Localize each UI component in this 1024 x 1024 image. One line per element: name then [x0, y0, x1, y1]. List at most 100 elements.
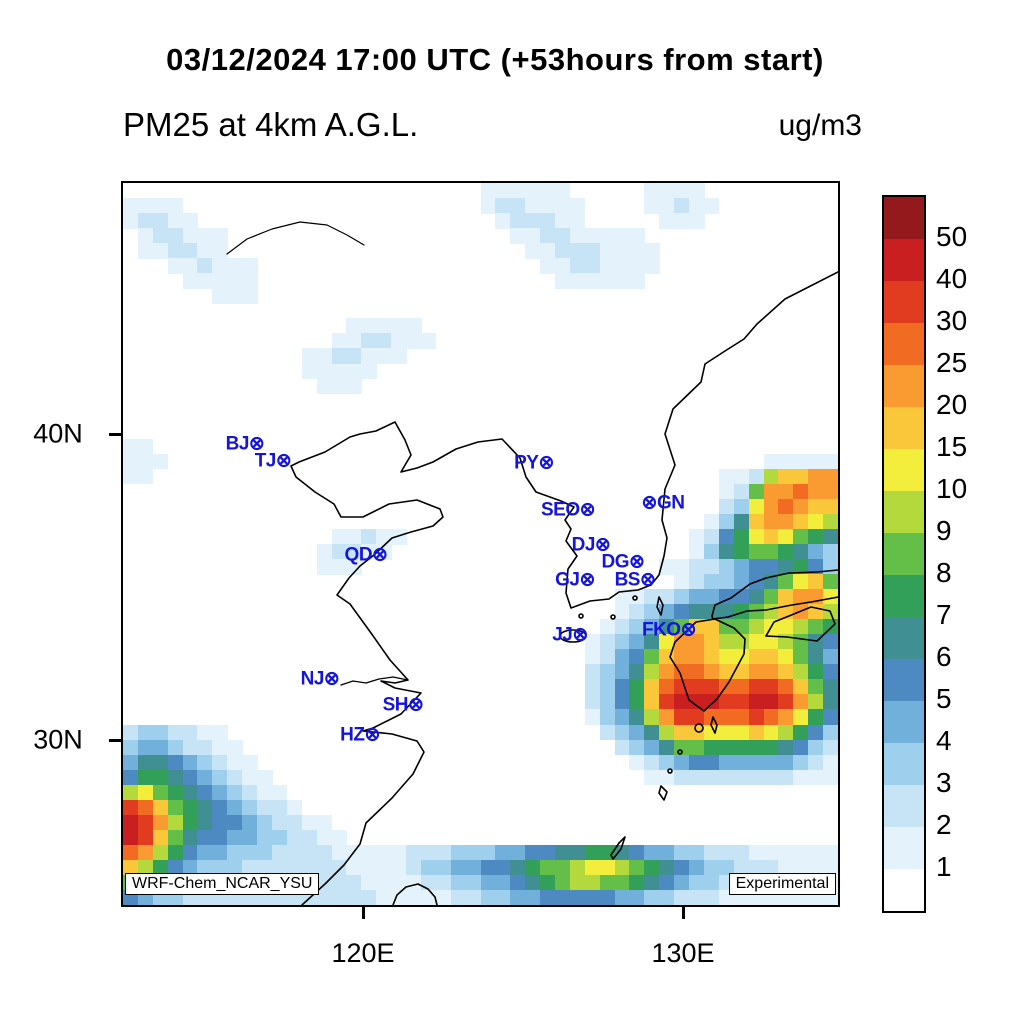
- heatmap-cell: [614, 589, 645, 605]
- heatmap-cell: [167, 814, 184, 831]
- heatmap-cell: [733, 559, 750, 575]
- heatmap-cell: [823, 664, 838, 680]
- heatmap-cell: [823, 694, 838, 711]
- colorbar-label: 25: [936, 347, 968, 378]
- heatmap-cell: [763, 589, 779, 605]
- heatmap-cell: [689, 198, 720, 214]
- heatmap-cell: [450, 844, 496, 861]
- heatmap-cell: [227, 829, 258, 846]
- heatmap-cell: [748, 513, 765, 530]
- heatmap-cell: [703, 544, 720, 560]
- heatmap-cell: [614, 889, 645, 905]
- heatmap-cell: [659, 664, 675, 680]
- heatmap-cell: [629, 709, 645, 726]
- heatmap-cell: [718, 679, 750, 696]
- heatmap-cell: [629, 649, 645, 665]
- heatmap-cell: [748, 528, 765, 545]
- heatmap-cell: [674, 844, 705, 861]
- heatmap-cell: [599, 619, 616, 635]
- heatmap-cell: [793, 649, 809, 665]
- heatmap-cell: [674, 754, 690, 771]
- heatmap-cell: [123, 198, 184, 214]
- heatmap-cell: [614, 619, 631, 635]
- plot-title: 03/12/2024 17:00 UTC (+53hours from star…: [166, 42, 824, 77]
- heatmap-cell: [331, 348, 362, 365]
- heatmap-cell: [748, 634, 780, 650]
- station-marker-SH: SH⊗: [382, 694, 424, 716]
- heatmap-cell: [137, 799, 154, 816]
- axis-tick: [109, 739, 121, 742]
- heatmap-cell: [167, 258, 199, 274]
- axis-tick: [682, 907, 685, 919]
- heatmap-cell: [629, 874, 645, 891]
- heatmap-cell: [823, 709, 838, 726]
- heatmap-cell: [406, 859, 422, 876]
- heatmap-cell: [748, 844, 838, 861]
- heatmap-cell: [584, 694, 601, 711]
- heatmap-cell: [644, 619, 660, 635]
- island-tanega: [710, 716, 718, 734]
- heatmap-cell: [763, 483, 794, 500]
- heatmap-cell: [778, 574, 794, 590]
- heatmap-cell: [123, 754, 139, 771]
- x-axis-label-120E: 120E: [331, 938, 395, 968]
- colorbar-label: 4: [936, 725, 952, 756]
- heatmap-cell: [614, 724, 631, 741]
- heatmap-cell: [659, 874, 675, 891]
- heatmap-cell: [242, 859, 348, 876]
- heatmap-cell: [778, 559, 794, 575]
- heatmap-cell: [197, 814, 213, 831]
- heatmap-cell: [644, 769, 675, 786]
- heatmap-cell: [584, 664, 601, 680]
- heatmap-cell: [123, 213, 139, 229]
- heatmap-cell: [778, 679, 794, 696]
- colorbar-segment: [884, 617, 924, 659]
- heatmap-cell: [227, 844, 273, 861]
- heatmap-cell: [629, 634, 645, 650]
- heatmap-cell: [808, 528, 824, 545]
- heatmap-cell: [674, 724, 705, 741]
- heatmap-cell: [614, 604, 631, 620]
- heatmap-cell: [823, 679, 838, 696]
- heatmap-cell: [629, 739, 645, 756]
- heatmap-cell: [167, 784, 184, 801]
- heatmap-cell: [808, 483, 838, 500]
- station-marker-QD: QD⊗: [344, 544, 388, 566]
- heatmap-cell: [569, 258, 601, 274]
- heatmap-cell: [674, 649, 705, 665]
- heatmap-cell: [197, 829, 228, 846]
- heatmap-cell: [182, 859, 199, 876]
- heatmap-cell: [599, 679, 616, 696]
- colorbar-label: 6: [936, 641, 952, 672]
- heatmap-cell: [778, 589, 794, 605]
- heatmap-cell: [823, 574, 838, 590]
- heatmap-cell: [674, 859, 690, 876]
- heatmap-cell: [197, 859, 243, 876]
- heatmap-cell: [718, 483, 735, 500]
- heatmap-cell: [197, 769, 213, 786]
- heatmap-cell: [525, 874, 541, 891]
- heatmap-cell: [540, 859, 571, 876]
- heatmap-cell: [748, 498, 765, 515]
- heatmap-cell: [197, 784, 213, 801]
- river-yangtze: [340, 676, 409, 686]
- colorbar-label: 50: [936, 221, 968, 252]
- heatmap-cell: [480, 183, 571, 199]
- heatmap-cell: [644, 183, 705, 199]
- heatmap-cell: [123, 844, 139, 861]
- station-marker-FKO: FKO⊗: [641, 619, 697, 641]
- heatmap-cell: [689, 604, 735, 620]
- heatmap-cell: [778, 694, 794, 711]
- colorbar-label: 5: [936, 683, 952, 714]
- heatmap-cell: [540, 874, 556, 891]
- heatmap-cell: [629, 619, 645, 635]
- heatmap-cell: [227, 754, 258, 771]
- heatmap-cell: [823, 513, 838, 530]
- heatmap-cell: [123, 784, 139, 801]
- heatmap-cell: [733, 859, 779, 876]
- island-amami: [658, 785, 668, 801]
- heatmap-cell: [629, 664, 645, 680]
- heatmap-cell: [361, 348, 407, 365]
- heatmap-cell: [659, 694, 675, 711]
- heatmap-cell: [748, 649, 780, 665]
